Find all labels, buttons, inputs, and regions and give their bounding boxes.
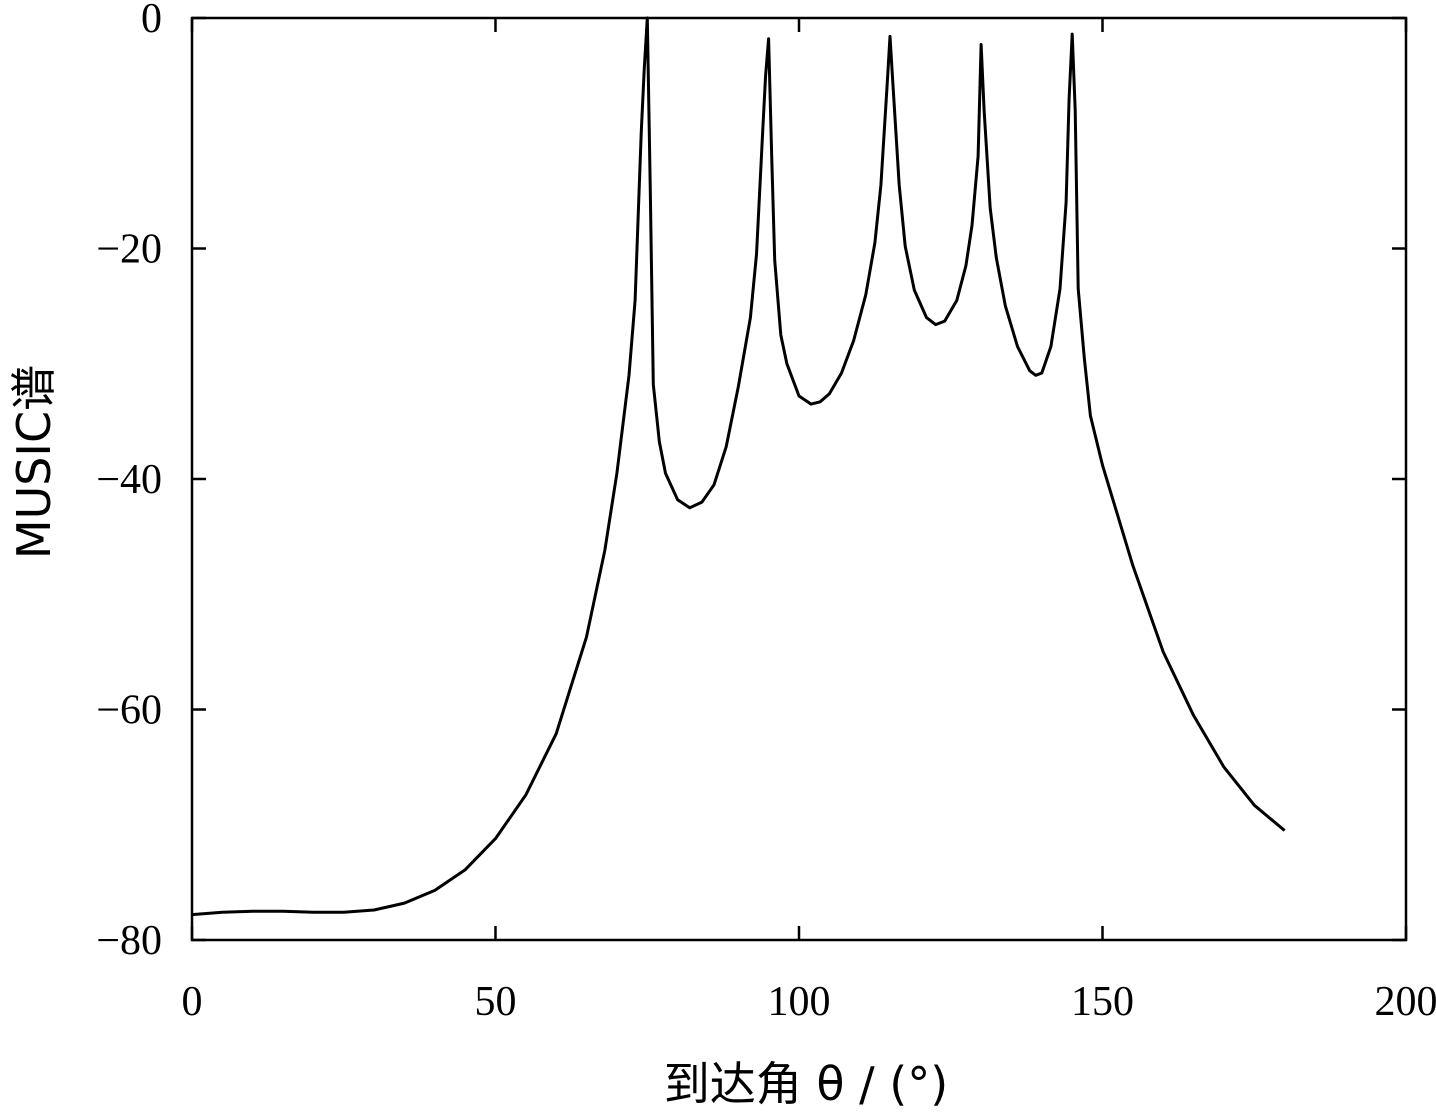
x-axis-title: 到达角 θ / (°): [664, 1057, 948, 1111]
tick-labels: 0 50 100 150 200 0 −20 −40 −60 −80: [96, 0, 1436, 1025]
x-tick-label: 0: [182, 979, 203, 1025]
y-axis-title: MUSIC谱: [7, 365, 61, 559]
y-tick-label: −60: [96, 688, 162, 734]
y-tick-label: −20: [96, 227, 162, 273]
x-tick-label: 100: [768, 979, 831, 1025]
x-tick-label: 200: [1375, 979, 1436, 1025]
plot-frame: [190, 16, 1408, 942]
x-tick-label: 50: [475, 979, 517, 1025]
x-tick-label: 150: [1071, 979, 1134, 1025]
series-line-music-spectrum: [191, 16, 1286, 917]
axis-ticks: [190, 16, 1408, 942]
y-tick-label: −80: [96, 918, 162, 964]
y-tick-label: 0: [141, 0, 162, 42]
y-tick-label: −40: [96, 457, 162, 503]
